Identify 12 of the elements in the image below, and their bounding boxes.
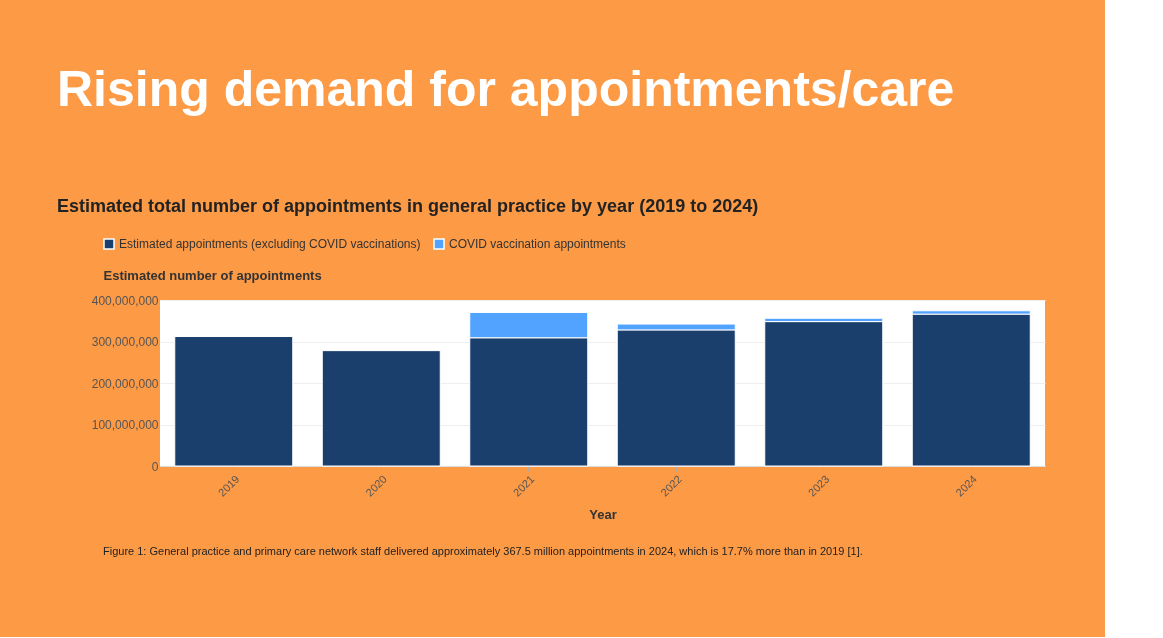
y-axis-title: Estimated number of appointments	[103, 267, 322, 283]
y-tick-label: 200,000,000	[91, 376, 159, 391]
chart-subtitle: Estimated total number of appointments in general practice by year (2019 to 2024)	[57, 196, 759, 216]
y-tick-label: 0	[151, 459, 159, 474]
y-tick-label: 100,000,000	[91, 418, 159, 432]
x-axis-title: Year	[589, 506, 617, 522]
legend-label: COVID vaccination appointments	[449, 237, 626, 251]
legend-label: Estimated appointments (excluding COVID vaccinations)	[119, 237, 421, 251]
chart-title: Rising demand for appointments/care	[57, 61, 955, 117]
caption: Figure 1: General practice and primary care network staff delivered approximately 367.5 million appointments in 2024, which is 17.7% more than in 2019 [1].	[103, 545, 863, 557]
y-tick-label: 400,000,000	[91, 293, 159, 308]
y-tick-label: 300,000,000	[91, 335, 159, 349]
